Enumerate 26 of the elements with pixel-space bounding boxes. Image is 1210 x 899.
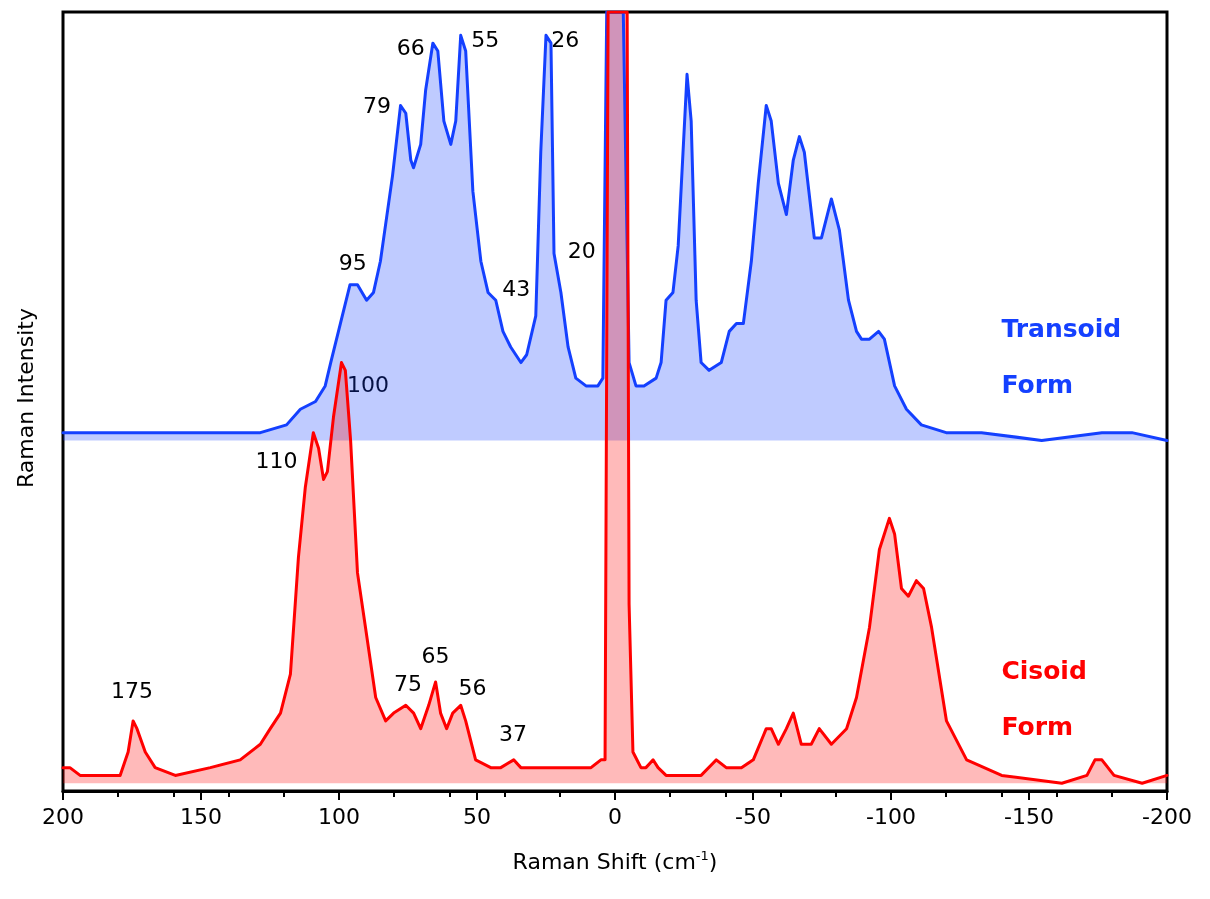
annotation: 26: [551, 26, 580, 52]
x-tick-label: 50: [463, 803, 491, 829]
x-tick-label: 150: [180, 803, 222, 829]
annotation: 37: [498, 721, 527, 747]
annotation: 20: [567, 237, 596, 263]
annotation: 110: [255, 448, 298, 474]
x-tick-label: 200: [42, 803, 84, 829]
annotation: 95: [338, 250, 367, 276]
x-tick-label: 0: [608, 803, 622, 829]
annotation: 65: [421, 643, 450, 669]
annotation: 75: [394, 670, 422, 696]
x-tick-label: -200: [1142, 803, 1192, 829]
series-label: Cisoid Form: [1001, 656, 1096, 742]
annotation: 55: [471, 26, 500, 52]
annotation: 66: [396, 34, 425, 60]
annotation: 56: [458, 674, 487, 700]
x-tick-label: -100: [866, 803, 916, 829]
annotation: 100: [347, 372, 389, 398]
series-label: Transoid Form: [1001, 313, 1130, 399]
x-tick-label: -150: [1004, 803, 1054, 829]
y-axis-title: Raman Intensity: [12, 308, 38, 488]
x-tick-label: -50: [735, 803, 771, 829]
annotation: 79: [362, 92, 391, 118]
annotation: 43: [502, 275, 531, 301]
x-tick-label: 100: [318, 803, 360, 829]
annotation: 175: [111, 678, 153, 704]
